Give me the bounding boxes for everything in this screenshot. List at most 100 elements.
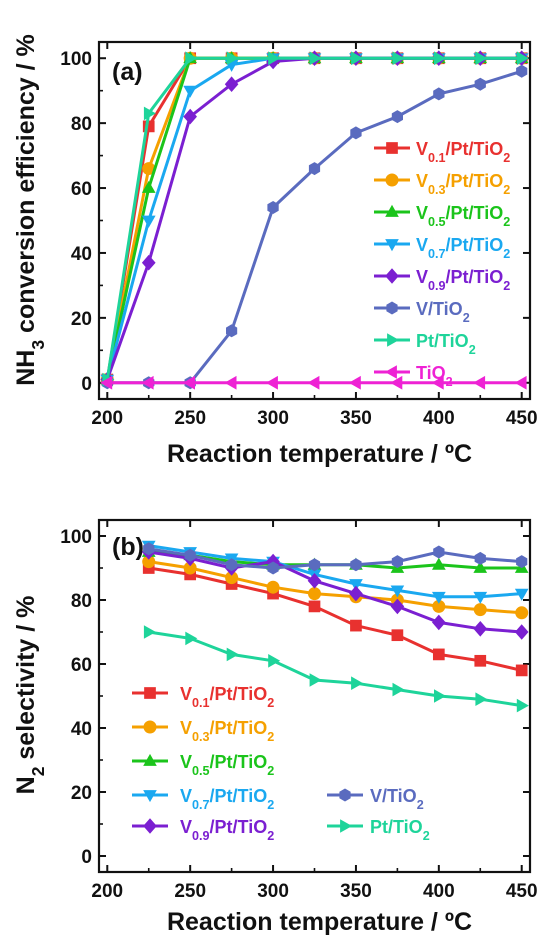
data-point <box>183 108 197 125</box>
data-point <box>226 558 238 572</box>
legend-marker <box>384 365 397 379</box>
data-point <box>350 619 362 632</box>
data-point <box>183 561 197 575</box>
legend-item: V0.9/Pt/TiO2 <box>374 267 510 293</box>
legend-marker <box>143 818 157 834</box>
data-point <box>348 375 361 390</box>
data-point <box>434 51 446 66</box>
data-point <box>391 629 404 642</box>
data-point <box>473 375 486 390</box>
y-tick-label: 60 <box>71 179 92 200</box>
data-point <box>143 106 156 121</box>
data-point <box>473 603 487 617</box>
data-point <box>141 215 156 228</box>
data-point <box>475 51 488 66</box>
x-tick-label: 450 <box>506 408 538 429</box>
data-point <box>350 558 362 572</box>
legend: V0.1/Pt/TiO2 V0.3/Pt/TiO2 V0.5/Pt/TiO2 V0.7… <box>132 684 430 843</box>
data-point <box>432 648 445 661</box>
data-point <box>349 585 363 602</box>
data-point <box>351 51 364 66</box>
legend-marker <box>144 687 156 699</box>
x-tick-label: 200 <box>91 881 123 902</box>
legend-marker <box>143 720 157 734</box>
series-v-tio2 <box>143 542 528 575</box>
data-point <box>516 64 528 78</box>
y-tick-label: 80 <box>71 591 92 612</box>
data-point <box>391 555 403 569</box>
data-point <box>515 664 528 677</box>
series-pt-tio2 <box>102 51 529 387</box>
legend-item: V0.3/Pt/TiO2 <box>132 718 274 744</box>
y-tick-label: 60 <box>71 655 92 676</box>
data-point <box>514 588 529 601</box>
data-point <box>308 587 321 601</box>
x-tick-label: 350 <box>340 408 372 429</box>
data-point <box>308 600 321 613</box>
data-point <box>432 591 446 604</box>
series-line <box>148 566 523 672</box>
x-tick-label: 300 <box>257 881 289 902</box>
legend-label: V0.5/Pt/TiO2 <box>180 752 274 778</box>
data-point <box>473 591 488 604</box>
data-point <box>141 375 154 390</box>
x-tick-label: 200 <box>91 408 123 429</box>
data-point <box>514 375 527 390</box>
data-point <box>224 76 239 92</box>
data-point <box>350 126 362 140</box>
data-point <box>100 375 113 390</box>
y-tick-label: 100 <box>60 527 92 548</box>
data-point <box>267 561 279 575</box>
series-line <box>148 550 522 634</box>
data-point <box>349 579 363 592</box>
data-point <box>268 654 281 668</box>
data-point <box>434 689 446 703</box>
y-tick-label: 20 <box>71 783 92 804</box>
legend-marker <box>385 173 399 187</box>
series-pt-tio2 <box>143 625 529 713</box>
data-point <box>433 545 445 559</box>
y-tick-label: 100 <box>60 49 92 70</box>
data-point <box>309 673 322 687</box>
legend-label: Pt/TiO2 <box>370 817 430 843</box>
data-point <box>142 162 156 176</box>
legend-item: V0.3/Pt/TiO2 <box>374 171 510 197</box>
data-point <box>226 51 239 66</box>
y-tick-label: 80 <box>71 114 92 135</box>
legend-marker <box>340 819 353 833</box>
data-point <box>390 598 405 615</box>
legend-label: V/TiO2 <box>370 786 424 812</box>
data-point <box>431 375 444 390</box>
y-tick-label: 0 <box>81 847 92 868</box>
data-point <box>141 180 156 193</box>
data-point <box>432 557 446 570</box>
data-point <box>267 201 279 214</box>
data-point <box>268 51 281 66</box>
series-line <box>148 560 522 615</box>
legend-item: V0.7/Pt/TiO2 <box>374 235 510 261</box>
data-point <box>142 555 156 569</box>
chart-panel-b: 200 250 300 350 400 450 0 20 40 60 80 100 Reaction t… <box>12 518 538 936</box>
x-tick-label: 350 <box>340 881 372 902</box>
legend-marker <box>387 333 400 347</box>
y-tick-label: 0 <box>81 374 92 395</box>
data-point <box>516 698 529 713</box>
data-point <box>392 51 405 66</box>
y-axis-label: N2 selectivity / % <box>12 596 48 795</box>
data-point <box>516 555 528 569</box>
legend-marker <box>385 239 399 252</box>
data-point <box>184 548 196 562</box>
data-point <box>515 606 529 620</box>
legend-label: V0.9/Pt/TiO2 <box>416 267 510 293</box>
legend-label: V0.7/Pt/TiO2 <box>416 235 510 261</box>
legend-marker <box>143 790 157 803</box>
data-point <box>185 631 198 646</box>
legend-label: V0.3/Pt/TiO2 <box>416 171 510 197</box>
x-tick-label: 450 <box>506 881 538 902</box>
data-point <box>474 77 486 91</box>
legend-item: V0.1/Pt/TiO2 <box>132 684 274 710</box>
series-tio2 <box>100 375 527 390</box>
legend-label: V/TiO2 <box>416 299 470 325</box>
panel-label: (b) <box>112 533 144 561</box>
